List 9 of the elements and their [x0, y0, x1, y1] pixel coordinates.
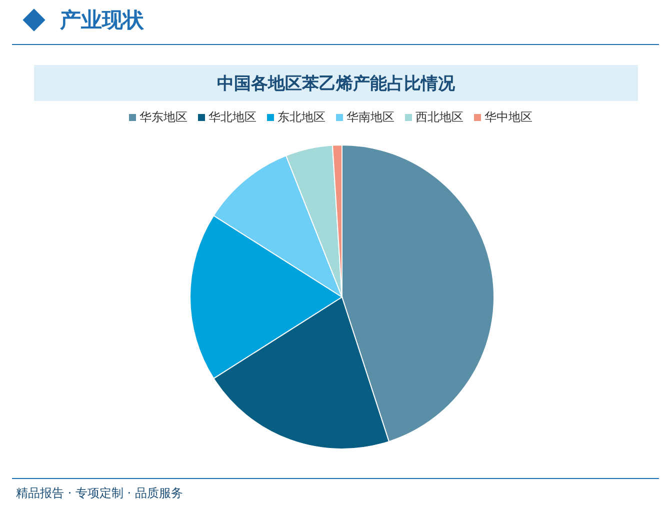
text: 精品报告 · 专项定制 · 品质服务 [16, 485, 183, 502]
chart-subtitle: 产业现状 [60, 7, 144, 34]
legend-label: 华南地区 [346, 110, 394, 124]
legend-label: 华东地区 [140, 110, 188, 124]
chart-title: 中国各地区苯乙烯产能占比情况 [34, 65, 638, 101]
legend-label: 华中地区 [484, 110, 532, 124]
legend-label: 西北地区 [416, 110, 464, 124]
legend-label: 东北地区 [278, 110, 326, 124]
legend-label: 华北地区 [208, 110, 256, 124]
